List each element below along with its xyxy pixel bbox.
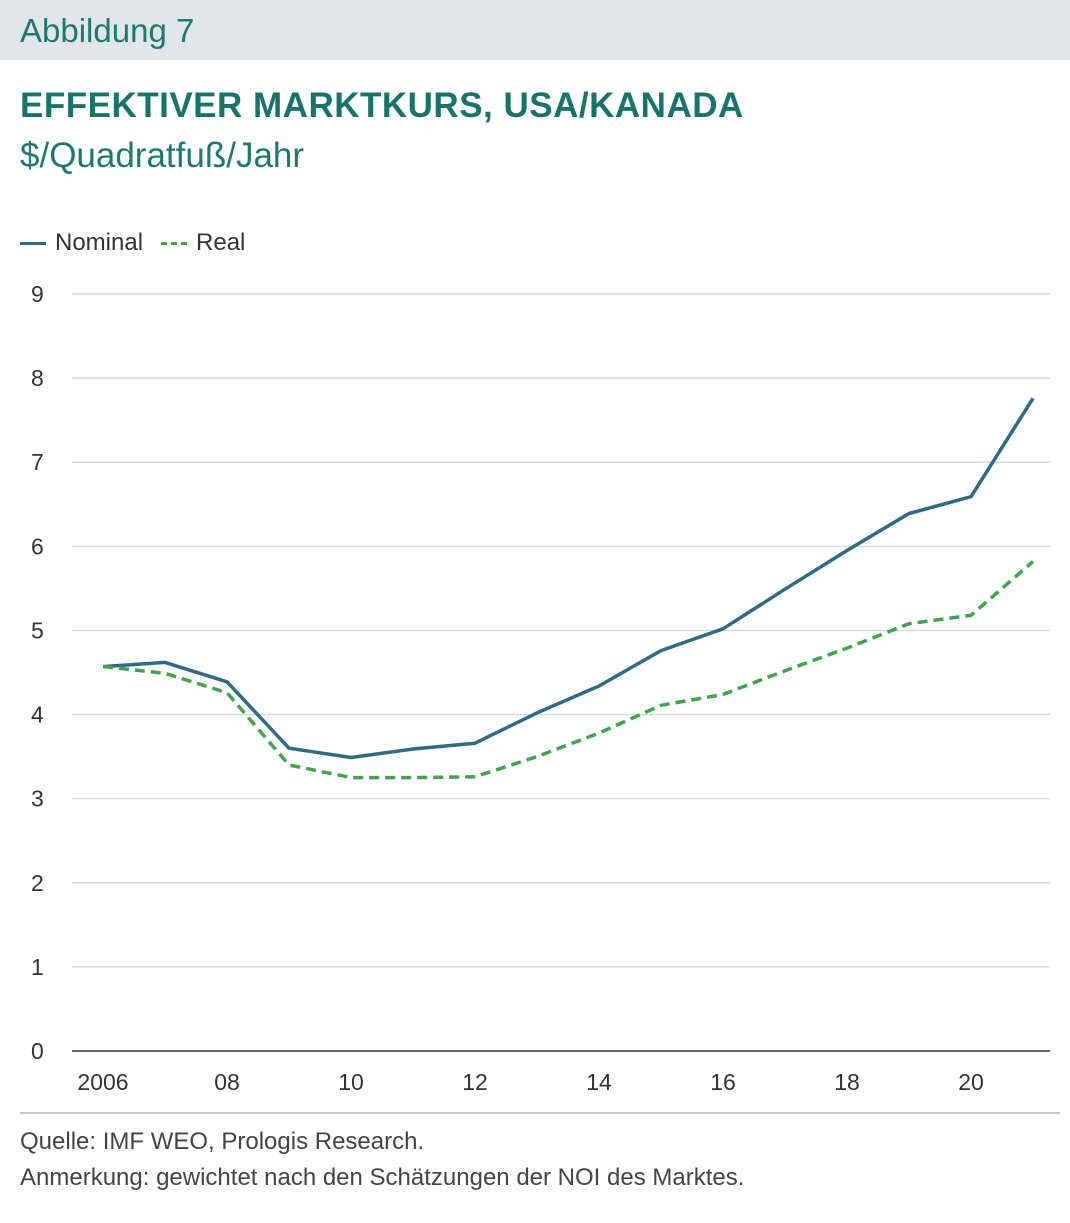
legend-swatch-nominal <box>20 241 46 245</box>
y-tick-label: 2 <box>31 870 44 896</box>
y-tick-label: 7 <box>31 449 44 475</box>
legend-item-real: Real <box>161 229 245 257</box>
x-tick-label: 2006 <box>77 1069 128 1095</box>
x-tick-label: 16 <box>710 1069 736 1095</box>
legend-label-real: Real <box>196 229 246 256</box>
y-tick-label: 3 <box>31 786 44 812</box>
grid-layer <box>72 293 1050 1052</box>
series-line-real <box>102 560 1035 780</box>
figure-label: Abbildung 7 <box>20 12 195 49</box>
y-tick-label: 1 <box>31 954 44 980</box>
x-tick-label: 10 <box>338 1069 364 1095</box>
chart-legend: Nominal Real <box>20 228 263 258</box>
x-tick-label: 18 <box>834 1069 860 1095</box>
x-tick-label: 14 <box>586 1069 612 1095</box>
legend-swatch-real <box>161 241 188 245</box>
y-tick-label: 8 <box>31 365 44 391</box>
y-tick-label: 9 <box>31 281 44 307</box>
series-line-nominal <box>102 397 1035 760</box>
y-tick-label: 6 <box>31 533 44 559</box>
legend-item-nominal: Nominal <box>20 229 143 257</box>
legend-label-nominal: Nominal <box>55 229 144 256</box>
chart-subtitle: $/Quadratfuß/Jahr <box>20 136 305 175</box>
chart-title: EFFEKTIVER MARKTKURS, USA/KANADA <box>20 86 744 125</box>
series-layer <box>102 397 1035 780</box>
x-tick-label: 20 <box>958 1069 984 1095</box>
y-tick-label: 4 <box>31 702 44 728</box>
footer-divider <box>20 1112 1060 1114</box>
x-tick-label: 08 <box>214 1069 240 1095</box>
y-tick-label: 5 <box>31 617 44 643</box>
source-note: Quelle: IMF WEO, Prologis Research. <box>20 1128 425 1155</box>
x-tick-label: 12 <box>462 1069 488 1095</box>
footnote: Anmerkung: gewichtet nach den Schätzunge… <box>20 1164 745 1191</box>
figure-header-bar: Abbildung 7 <box>0 0 1070 60</box>
y-tick-label: 0 <box>31 1038 44 1064</box>
